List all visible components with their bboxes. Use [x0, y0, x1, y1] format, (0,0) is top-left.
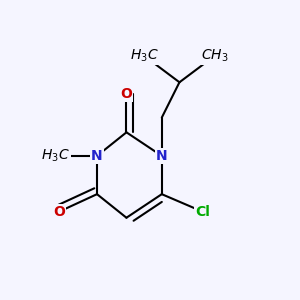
- Text: O: O: [121, 87, 132, 101]
- Text: $CH_3$: $CH_3$: [201, 48, 229, 64]
- Text: Cl: Cl: [196, 205, 210, 219]
- Text: $H_3C$: $H_3C$: [41, 148, 70, 164]
- Text: $H_3C$: $H_3C$: [130, 48, 158, 64]
- Text: N: N: [156, 149, 168, 163]
- Text: O: O: [53, 205, 65, 219]
- Text: N: N: [91, 149, 103, 163]
